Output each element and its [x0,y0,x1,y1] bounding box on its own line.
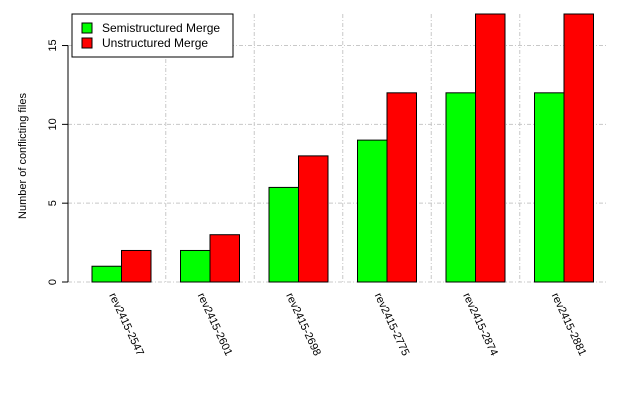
legend-box [71,13,234,58]
legend-label: Semistructured Merge [102,21,220,35]
bar-semistructured-5 [445,92,476,283]
x-tick-label: rev2415-2775 [372,291,412,358]
y-tick-label: 0 [47,279,59,285]
y-tick-label: 10 [47,118,59,130]
bar-semistructured-1 [91,265,122,283]
x-tick-label: rev2415-2881 [549,291,589,358]
bar-unstructured-2 [209,234,240,283]
bar-semistructured-2 [180,249,211,283]
bar-unstructured-6 [563,13,594,283]
bar-semistructured-4 [357,139,388,283]
legend-swatch [81,22,93,34]
bar-unstructured-3 [298,155,329,283]
y-tick-label: 5 [47,200,59,206]
x-tick-label: rev2415-2874 [460,291,500,358]
x-tick-label: rev2415-2698 [283,291,323,358]
bar-unstructured-1 [121,249,152,283]
legend-label: Unstructured Merge [102,36,208,50]
bar-semistructured-3 [268,186,299,283]
bars-layer [91,13,594,283]
x-tick-label: rev2415-2601 [195,291,235,358]
bar-unstructured-5 [475,13,506,283]
legend-swatch [81,37,93,49]
y-axis-label: Number of conflicting files [17,93,29,219]
bar-unstructured-4 [386,92,417,283]
y-tick-label: 15 [47,39,59,51]
x-tick-label: rev2415-2547 [106,291,146,358]
bar-semistructured-6 [534,92,565,283]
